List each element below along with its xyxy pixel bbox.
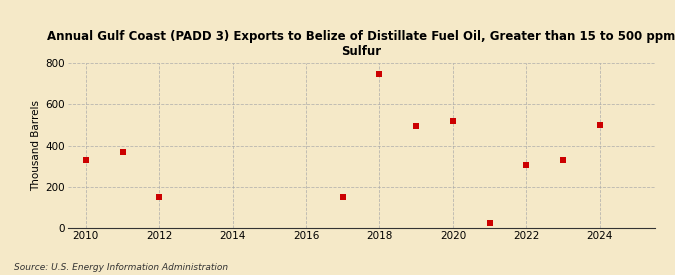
Point xyxy=(80,158,91,162)
Point xyxy=(154,195,165,200)
Point xyxy=(338,195,348,200)
Point xyxy=(117,150,128,154)
Y-axis label: Thousand Barrels: Thousand Barrels xyxy=(31,100,41,191)
Point xyxy=(484,221,495,225)
Point xyxy=(448,119,458,123)
Point xyxy=(594,123,605,127)
Point xyxy=(374,71,385,76)
Text: Source: U.S. Energy Information Administration: Source: U.S. Energy Information Administ… xyxy=(14,263,227,272)
Point xyxy=(411,124,422,128)
Point xyxy=(558,158,568,162)
Title: Annual Gulf Coast (PADD 3) Exports to Belize of Distillate Fuel Oil, Greater tha: Annual Gulf Coast (PADD 3) Exports to Be… xyxy=(47,30,675,58)
Point xyxy=(521,163,532,167)
